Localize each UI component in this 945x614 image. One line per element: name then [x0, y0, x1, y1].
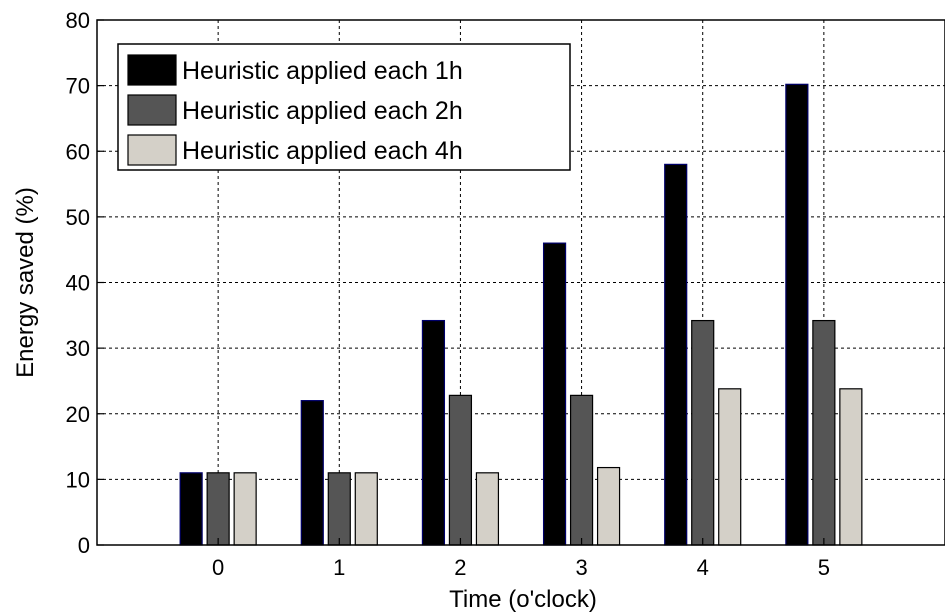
legend-swatch-4h [127, 134, 177, 166]
bar-2h-t4 [691, 319, 715, 546]
legend-label-1h: Heuristic applied each 1h [182, 57, 463, 85]
bar-4h-t1 [354, 472, 378, 546]
y-axis-title: Energy saved (%) [12, 187, 39, 378]
x-tick-label: 3 [575, 555, 587, 580]
legend-item-2h: Heuristic applied each 2h [127, 94, 463, 126]
x-tick-label: 5 [818, 555, 830, 580]
bar-2h-t5 [812, 319, 836, 546]
y-tick-label: 70 [66, 74, 90, 99]
y-tick-label: 60 [66, 139, 90, 164]
bar-4h-t3 [596, 466, 621, 546]
bar-1h-t5 [785, 83, 809, 546]
y-tick-label: 40 [66, 271, 90, 296]
legend-swatch-1h [127, 54, 177, 86]
y-tick-label: 80 [66, 8, 90, 33]
bar-2h-t2 [448, 394, 473, 546]
bar-2h-t3 [569, 394, 594, 546]
x-tick-label: 4 [697, 555, 709, 580]
bar-4h-t4 [718, 388, 742, 546]
legend-swatch-2h [127, 94, 177, 126]
bar-1h-t0 [179, 472, 203, 546]
bar-4h-t0 [233, 472, 257, 546]
axis-ticks [97, 19, 825, 546]
y-tick-label: 20 [66, 402, 90, 427]
y-tick-label: 50 [66, 205, 90, 230]
y-tick-label: 0 [78, 533, 90, 558]
bar-1h-t3 [542, 242, 567, 546]
bar-1h-t2 [421, 319, 446, 546]
tick-labels: 0 10 20 30 40 50 60 70 80 0 1 2 3 4 5 [66, 8, 830, 580]
legend-label-2h: Heuristic applied each 2h [182, 97, 463, 125]
bar-4h-t5 [839, 388, 863, 546]
bar-2h-t0 [206, 472, 230, 546]
x-tick-label: 0 [212, 555, 224, 580]
legend-box [117, 43, 571, 171]
x-tick-label: 2 [454, 555, 466, 580]
bar-4h-t2 [475, 472, 500, 546]
y-tick-label: 10 [66, 467, 90, 492]
x-tick-label: 1 [333, 555, 345, 580]
legend: Heuristic applied each 1h Heuristic appl… [117, 43, 571, 171]
bar-1h-t1 [300, 400, 324, 546]
bar-2h-t1 [327, 472, 351, 546]
bar-1h-t4 [664, 163, 688, 546]
x-axis-title: Time (o'clock) [449, 586, 597, 613]
legend-label-4h: Heuristic applied each 4h [182, 137, 463, 165]
y-tick-label: 30 [66, 336, 90, 361]
legend-item-4h: Heuristic applied each 4h [127, 134, 463, 166]
legend-item-1h: Heuristic applied each 1h [127, 54, 463, 86]
